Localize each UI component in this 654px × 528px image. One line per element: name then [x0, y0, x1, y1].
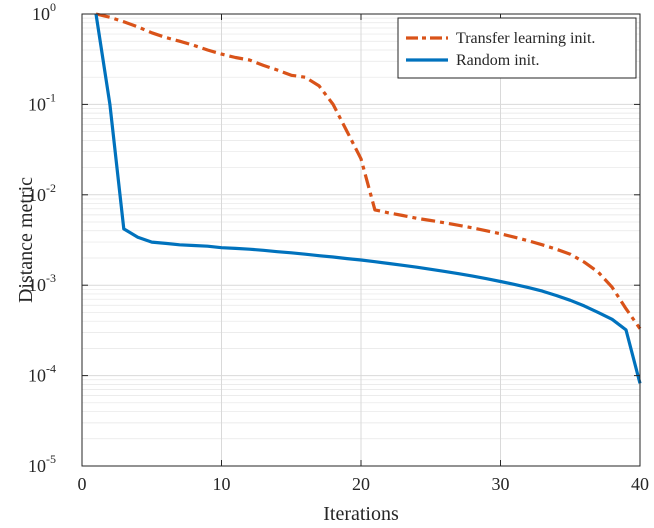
x-tick-label: 10	[213, 474, 231, 494]
y-tick-base: 10	[32, 4, 50, 24]
series-line-transfer-learning	[95, 12, 642, 330]
legend: Transfer learning init. Random init.	[397, 17, 637, 79]
ticks	[81, 13, 641, 467]
x-tick-label: 30	[492, 474, 510, 494]
x-tick-label: 40	[631, 474, 649, 494]
y-tick-label: 10-4	[28, 362, 56, 386]
x-tick-labels: 0 10 20 30 40	[78, 474, 650, 494]
x-axis-label: Iterations	[323, 503, 399, 525]
y-tick-label: 10-3	[28, 271, 56, 295]
legend-box	[397, 17, 637, 79]
grid	[81, 13, 641, 467]
y-tick-label: 10-5	[28, 452, 56, 476]
y-axis-label: Distance metric	[15, 177, 37, 303]
y-tick-exponent: -3	[46, 271, 56, 285]
y-tick-base: 10	[28, 94, 46, 114]
y-tick-base: 10	[28, 275, 46, 295]
y-tick-base: 10	[28, 366, 46, 386]
y-tick-exponent: -1	[46, 90, 56, 104]
series-line-random	[94, 13, 642, 384]
y-tick-base: 10	[28, 456, 46, 476]
y-tick-exponent: -5	[46, 452, 56, 466]
x-tick-label: 20	[352, 474, 370, 494]
y-tick-base: 10	[28, 185, 46, 205]
y-tick-label: 10-1	[28, 90, 56, 114]
y-tick-label: 100	[32, 0, 56, 24]
y-tick-exponent: -4	[46, 362, 56, 376]
y-tick-label: 10-2	[28, 181, 56, 205]
y-tick-exponent: -2	[46, 181, 56, 195]
legend-label-transfer-learning: Transfer learning init.	[456, 30, 595, 47]
legend-label-random: Random init.	[456, 52, 540, 69]
series-layer	[94, 12, 642, 384]
y-tick-exponent: 0	[50, 0, 56, 14]
x-tick-label: 0	[78, 474, 87, 494]
